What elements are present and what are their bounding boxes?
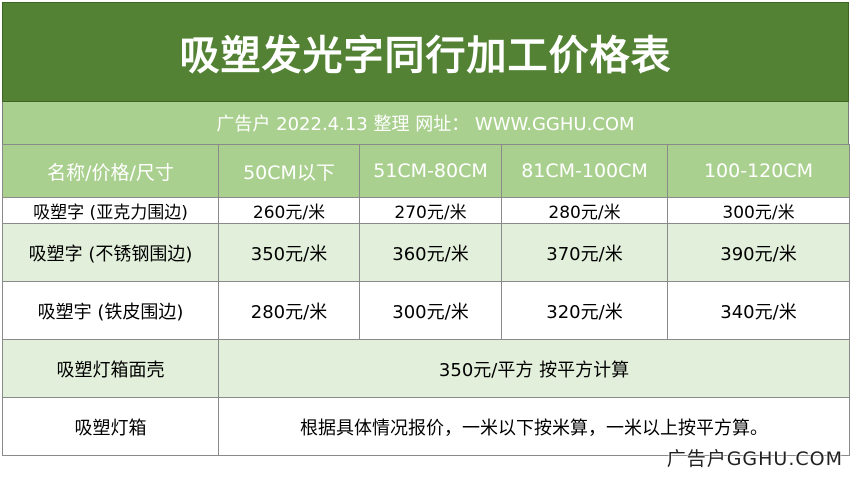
row-name-cell: 吸塑字 (不锈钢围边) <box>2 223 219 282</box>
price-cell: 350元/米 <box>218 223 360 282</box>
table-row: 吸塑灯箱面壳 350元/平方 按平方计算 <box>2 339 850 398</box>
price-cell: 280元/米 <box>501 197 668 224</box>
row-name-cell: 吸塑宇 (铁皮围边) <box>2 281 219 340</box>
price-cell: 260元/米 <box>218 197 360 224</box>
watermark: 广告户GGHU.COM <box>666 448 843 470</box>
price-cell: 300元/米 <box>359 281 502 340</box>
price-cell: 360元/米 <box>359 223 502 282</box>
header-cell: 51CM-80CM <box>359 144 502 198</box>
price-cell: 390元/米 <box>667 223 850 282</box>
price-cell: 300元/米 <box>667 197 850 224</box>
header-cell: 名称/价格/尺寸 <box>2 144 219 198</box>
table-row: 吸塑字 (不锈钢围边) 350元/米 360元/米 370元/米 390元/米 <box>2 223 850 282</box>
header-cell: 81CM-100CM <box>501 144 668 198</box>
page-title: 吸塑发光字同行加工价格表 <box>2 2 849 102</box>
row-name-cell: 吸塑字 (亚克力围边) <box>2 197 219 224</box>
price-cell: 370元/米 <box>501 223 668 282</box>
price-cell: 340元/米 <box>667 281 850 340</box>
header-cell: 100-120CM <box>667 144 850 198</box>
header-cell: 50CM以下 <box>218 144 360 198</box>
price-cell: 270元/米 <box>359 197 502 224</box>
merged-price-cell: 350元/平方 按平方计算 <box>218 339 850 398</box>
price-table: 名称/价格/尺寸 50CM以下 51CM-80CM 81CM-100CM 100… <box>2 144 850 456</box>
row-name-cell: 吸塑灯箱面壳 <box>2 339 219 398</box>
table-row: 吸塑字 (亚克力围边) 260元/米 270元/米 280元/米 300元/米 <box>2 197 850 224</box>
row-name-cell: 吸塑灯箱 <box>2 397 219 456</box>
table-row: 吸塑宇 (铁皮围边) 280元/米 300元/米 320元/米 340元/米 <box>2 281 850 340</box>
price-sheet: 吸塑发光字同行加工价格表 广告户 2022.4.13 整理 网址： WWW.GG… <box>2 2 850 456</box>
merged-price-cell: 根据具体情况报价，一米以下按米算，一米以上按平方算。 <box>218 397 850 456</box>
price-cell: 280元/米 <box>218 281 360 340</box>
price-cell: 320元/米 <box>501 281 668 340</box>
table-header-row: 名称/价格/尺寸 50CM以下 51CM-80CM 81CM-100CM 100… <box>2 144 850 198</box>
table-row: 吸塑灯箱 根据具体情况报价，一米以下按米算，一米以上按平方算。 <box>2 397 850 456</box>
subtitle: 广告户 2022.4.13 整理 网址： WWW.GGHU.COM <box>2 102 849 144</box>
